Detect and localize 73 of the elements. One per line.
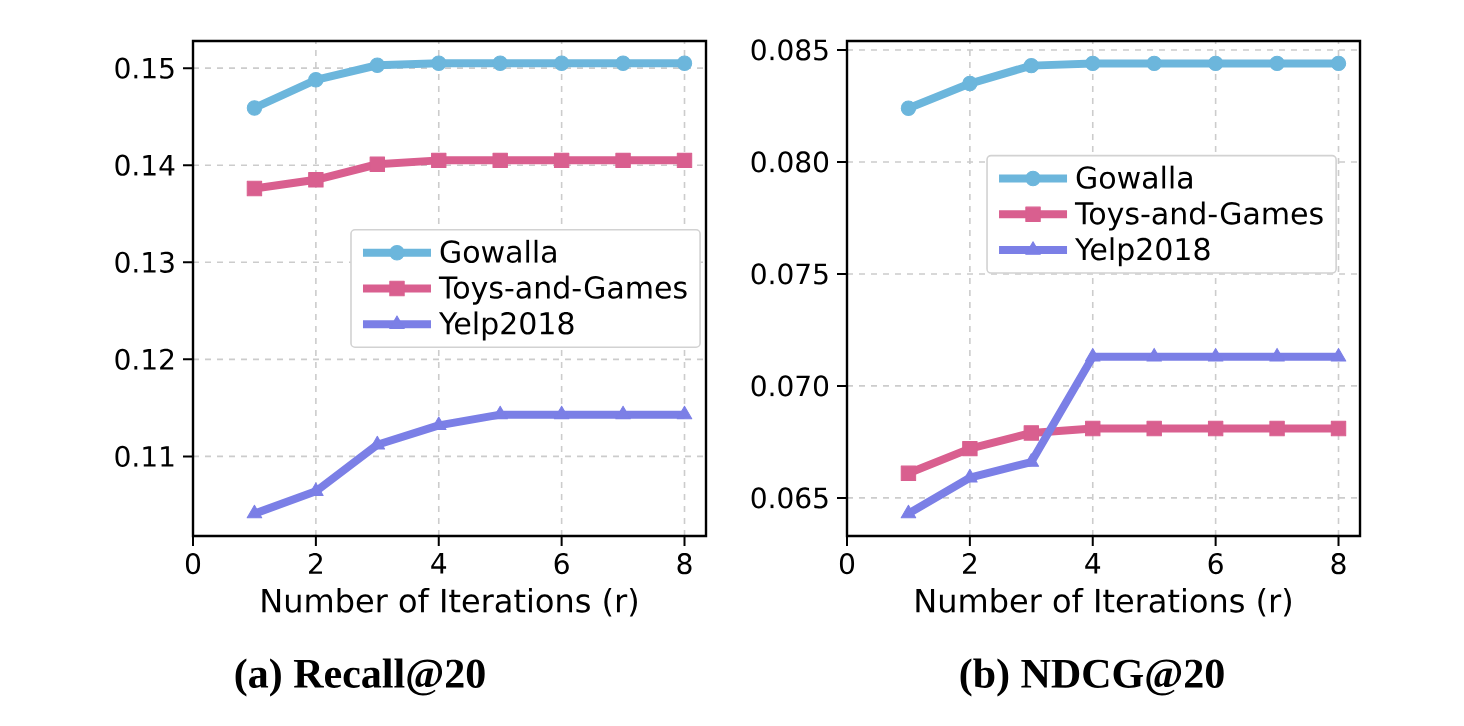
point — [900, 504, 917, 519]
text: (b) NDCG@20 — [960, 658, 1224, 697]
point — [1085, 420, 1101, 437]
point — [962, 440, 978, 457]
x-tick-label: 6 — [554, 553, 569, 575]
point — [1269, 347, 1285, 362]
point — [615, 405, 631, 420]
point — [553, 55, 570, 72]
point — [1146, 55, 1162, 72]
point — [615, 55, 631, 72]
y-tick-label: 0.070 — [751, 375, 829, 397]
legend-label: Yelp2018 — [438, 311, 574, 341]
point — [431, 152, 447, 169]
point — [1146, 420, 1162, 437]
point — [308, 72, 324, 88]
y-tick-label: 0.12 — [115, 348, 174, 370]
x-axis-title: Number of Iterations (r) — [262, 587, 637, 617]
y-tick-label: 0.13 — [115, 251, 174, 273]
point — [246, 504, 263, 519]
point — [1330, 420, 1347, 437]
point — [1269, 420, 1285, 437]
point — [1207, 347, 1224, 362]
text: (a) Recall@20 — [235, 658, 485, 697]
point — [676, 405, 693, 420]
point — [308, 172, 324, 188]
point — [553, 152, 570, 169]
point — [900, 100, 917, 116]
point — [615, 152, 631, 169]
point — [1085, 55, 1101, 72]
point — [676, 152, 693, 169]
x-tick-label: 8 — [1331, 553, 1346, 575]
y-tick-label: 0.085 — [751, 39, 828, 61]
point — [492, 55, 508, 72]
point — [431, 55, 447, 72]
point — [676, 55, 693, 72]
legend-label: Gowalla — [440, 239, 556, 264]
y-tick-label: 0.080 — [751, 151, 829, 173]
y-tick-label: 0.14 — [115, 154, 175, 176]
point — [1207, 420, 1224, 437]
point — [1146, 347, 1162, 362]
x-tick-label: 2 — [309, 553, 322, 574]
x-axis-title: Number of Iterations (r) — [916, 587, 1291, 617]
point — [1269, 55, 1285, 72]
point — [1023, 425, 1040, 441]
x-tick-label: 2 — [963, 553, 976, 574]
y-tick-label: 0.11 — [115, 445, 174, 467]
point — [492, 405, 508, 420]
point — [553, 405, 570, 420]
point — [962, 75, 978, 92]
point — [1084, 347, 1101, 362]
x-tick-label: 6 — [1208, 553, 1223, 575]
legend-label: Gowalla — [1076, 165, 1192, 189]
point — [369, 156, 386, 172]
x-tick-label: 4 — [431, 553, 447, 574]
point — [1330, 347, 1347, 362]
y-tick-label: 0.065 — [751, 487, 828, 509]
legend-label: Toys-and-Games — [438, 275, 687, 305]
point — [1330, 55, 1347, 72]
point — [900, 465, 917, 481]
legend-label: Yelp2018 — [1074, 237, 1210, 267]
y-tick-label: 0.15 — [115, 57, 174, 79]
point — [492, 152, 508, 169]
point — [1207, 55, 1224, 72]
x-tick-label: 0 — [185, 553, 201, 575]
x-tick-label: 0 — [839, 553, 855, 575]
point — [1023, 57, 1040, 74]
x-tick-label: 8 — [677, 553, 692, 575]
x-tick-label: 4 — [1085, 553, 1101, 574]
y-tick-label: 0.075 — [751, 263, 828, 285]
point — [246, 180, 263, 197]
point — [246, 100, 263, 116]
legend-label: Toys-and-Games — [1074, 201, 1323, 231]
point — [369, 57, 386, 73]
